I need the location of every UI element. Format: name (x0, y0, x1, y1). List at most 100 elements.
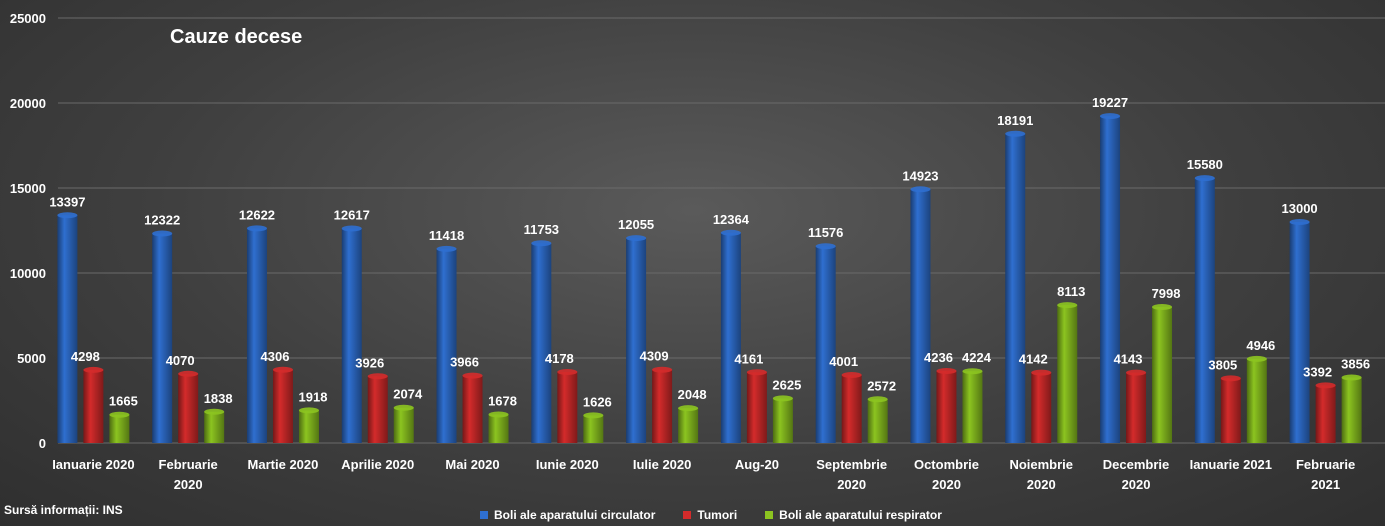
bar (1152, 307, 1173, 443)
bar-cap (246, 225, 267, 232)
bar (936, 370, 957, 443)
bar (652, 369, 673, 443)
x-tick-label: Noiembrie (1009, 457, 1073, 472)
data-label: 12322 (144, 213, 180, 228)
bar (1246, 358, 1267, 443)
bar-cap (272, 366, 293, 373)
data-label: 7998 (1152, 286, 1181, 301)
data-label: 2048 (678, 387, 707, 402)
data-label: 13397 (49, 194, 85, 209)
bar-cap (841, 371, 862, 378)
x-tick-label: 2020 (1027, 477, 1056, 492)
bar (436, 248, 457, 443)
bar-cap (772, 395, 793, 402)
data-label: 3926 (355, 355, 384, 370)
data-label: 2625 (772, 377, 801, 392)
bar-cap (962, 368, 983, 375)
bar (272, 369, 293, 443)
data-label: 4161 (734, 351, 763, 366)
data-label: 1626 (583, 394, 612, 409)
bar (462, 375, 483, 443)
bar (488, 414, 509, 443)
bar-cap (1315, 382, 1336, 389)
x-tick-label: 2020 (837, 477, 866, 492)
x-tick-label: Octombrie (914, 457, 979, 472)
bar-cap (910, 186, 931, 193)
bar-cap (1057, 302, 1078, 309)
data-label: 4309 (640, 349, 669, 364)
bar-cap (367, 373, 388, 380)
bar-cap (488, 411, 509, 418)
x-tick-label: 2020 (1122, 477, 1151, 492)
x-tick-label: 2021 (1311, 477, 1340, 492)
bar-cap (936, 367, 957, 374)
legend-item-respirator: Boli ale aparatului respirator (765, 508, 942, 522)
bar (1341, 377, 1362, 443)
x-tick-label: Ianuarie 2020 (52, 457, 134, 472)
source-note: Sursă informații: INS (4, 503, 123, 517)
bar-cap (1005, 130, 1026, 137)
bar-cap (436, 245, 457, 252)
data-label: 4298 (71, 349, 100, 364)
x-tick-label: Februarie (1296, 457, 1355, 472)
data-label: 12617 (334, 208, 370, 223)
data-label: 4946 (1246, 338, 1275, 353)
data-label: 14923 (902, 168, 938, 183)
bar-cap (678, 405, 699, 412)
bar-cap (652, 366, 673, 373)
legend-swatch-tumori (683, 511, 692, 519)
y-tick-label: 5000 (17, 351, 46, 366)
bar (1100, 116, 1121, 444)
legend-label-respirator: Boli ale aparatului respirator (779, 508, 942, 522)
data-label: 11576 (808, 225, 843, 240)
bar-cap (83, 366, 104, 373)
bar-cap (298, 407, 319, 414)
y-tick-label: 0 (39, 436, 46, 451)
bar (962, 371, 983, 443)
bar (109, 414, 130, 443)
legend-item-circulator: Boli ale aparatului circulator (480, 508, 655, 522)
bar (626, 238, 647, 443)
data-label: 3392 (1303, 364, 1332, 379)
bar-cap (341, 225, 362, 232)
data-label: 2074 (393, 387, 423, 402)
data-label: 12055 (618, 217, 654, 232)
bar (57, 215, 78, 443)
y-tick-label: 20000 (10, 96, 46, 111)
data-label: 8113 (1057, 284, 1085, 299)
bar (1005, 133, 1026, 444)
x-tick-label: Mai 2020 (445, 457, 499, 472)
x-tick-label: Martie 2020 (248, 457, 319, 472)
bar (910, 189, 931, 443)
bar-cap (626, 235, 647, 242)
x-tick-label: Septembrie (816, 457, 887, 472)
bar-cap (746, 369, 767, 376)
bar-cap (462, 372, 483, 379)
bar-cap (867, 396, 888, 403)
data-label: 1665 (109, 394, 138, 409)
bar-cap (720, 229, 741, 236)
bar-cap (204, 408, 225, 415)
data-label: 18191 (997, 113, 1033, 128)
bar (867, 399, 888, 443)
data-label: 4001 (829, 354, 858, 369)
bar (152, 233, 173, 443)
x-tick-label: Ianuarie 2021 (1190, 457, 1272, 472)
bar-cap (1220, 375, 1241, 382)
data-label: 2572 (867, 378, 896, 393)
x-tick-label: Februarie (159, 457, 218, 472)
legend-label-tumori: Tumori (697, 508, 738, 522)
x-tick-label: Iulie 2020 (633, 457, 692, 472)
data-label: 12364 (713, 212, 750, 227)
data-label: 13000 (1282, 201, 1318, 216)
chart-title: Cauze decese (170, 26, 303, 48)
legend: Boli ale aparatului circulator Tumori Bo… (480, 508, 942, 522)
bar (815, 246, 836, 443)
data-label: 4142 (1019, 352, 1048, 367)
data-label: 19227 (1092, 95, 1128, 110)
data-label: 3856 (1341, 356, 1370, 371)
x-tick-label: Aprilie 2020 (341, 457, 414, 472)
bar-cap (57, 212, 78, 219)
bar-cap (1100, 113, 1121, 120)
